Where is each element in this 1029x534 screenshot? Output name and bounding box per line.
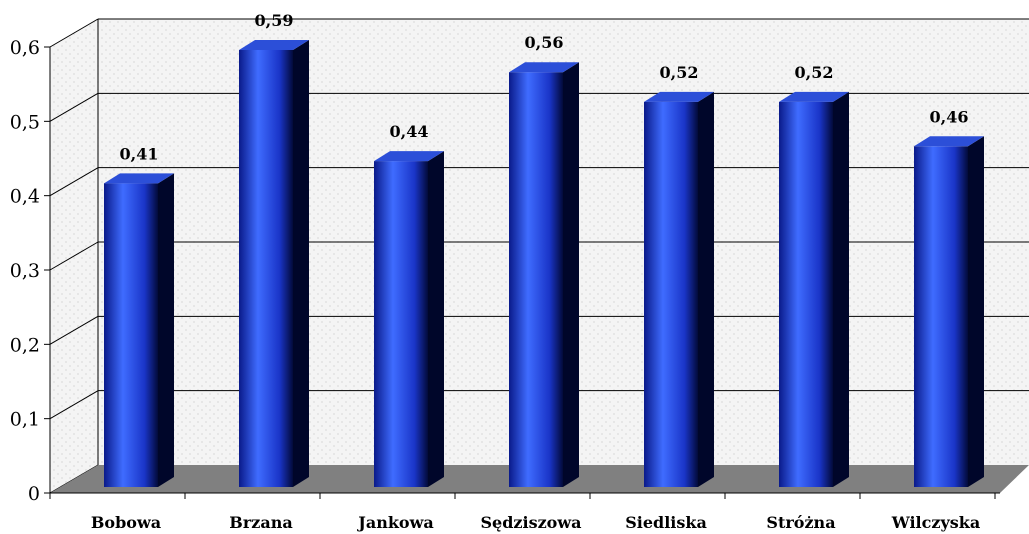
data-label: 0,44 <box>390 122 429 141</box>
category-label: Stróżna <box>766 513 835 532</box>
category-label: Brzana <box>229 513 292 532</box>
bar-front <box>239 50 293 487</box>
y-tick-label: 0,3 <box>10 260 40 282</box>
bar-front <box>509 72 563 487</box>
category-label: Bobowa <box>91 513 161 532</box>
y-axis-tick-labels: 0 0,1 0,2 0,3 0,4 0,5 0,6 <box>10 37 40 505</box>
data-label: 0,41 <box>120 144 159 163</box>
y-tick-label: 0,5 <box>10 111 40 133</box>
data-label: 0,46 <box>930 107 969 126</box>
bar-front <box>779 101 833 487</box>
bar-top <box>914 136 984 147</box>
gridline-side <box>49 241 99 271</box>
data-label: 0,52 <box>795 63 834 82</box>
gridline-side <box>49 92 99 122</box>
gridline-side <box>49 167 99 197</box>
y-tick-label: 0,1 <box>10 409 40 431</box>
bar-side <box>158 173 174 488</box>
y-tick-label: 0 <box>28 483 40 505</box>
data-label: 0,59 <box>255 11 294 30</box>
bar <box>509 62 579 488</box>
bar-side <box>833 91 849 487</box>
bar-top <box>104 173 174 184</box>
bar-top <box>374 151 444 162</box>
bar-front <box>644 101 698 487</box>
bar-top <box>239 40 309 50</box>
data-label: 0,56 <box>525 33 564 52</box>
bar-top <box>644 91 714 102</box>
bar-side <box>293 40 309 487</box>
y-tick-label: 0,4 <box>10 186 40 208</box>
bar <box>374 151 444 488</box>
bar-side <box>968 136 984 487</box>
axes <box>44 46 1000 499</box>
bars-group <box>104 40 984 488</box>
bar-top <box>509 62 579 73</box>
bar-side <box>428 151 444 488</box>
bar <box>779 91 849 487</box>
gridline-side <box>49 315 99 345</box>
category-label: Siedliska <box>625 513 707 532</box>
bar-front <box>914 146 968 487</box>
gridline-side <box>49 390 99 420</box>
y-tick-label: 0,6 <box>10 37 40 59</box>
x-axis-category-labels: Bobowa Brzana Jankowa Sędziszowa Siedliska St… <box>91 513 980 532</box>
bar-top <box>779 91 849 102</box>
bar <box>914 136 984 487</box>
bar <box>239 40 309 487</box>
bar-side <box>698 91 714 487</box>
y-tick-label: 0,2 <box>10 334 40 356</box>
category-label: Jankowa <box>356 513 433 532</box>
category-label: Sędziszowa <box>481 513 582 532</box>
category-label: Wilczyska <box>891 513 980 532</box>
bar <box>644 91 714 487</box>
bar-front <box>104 183 158 488</box>
gridline-side <box>49 18 99 48</box>
bar <box>104 173 174 488</box>
bar-front <box>374 161 428 488</box>
data-label: 0,52 <box>660 63 699 82</box>
bar-side <box>563 62 579 488</box>
data-labels: 0,41 0,59 0,44 0,56 0,52 0,52 0,46 <box>120 11 969 163</box>
